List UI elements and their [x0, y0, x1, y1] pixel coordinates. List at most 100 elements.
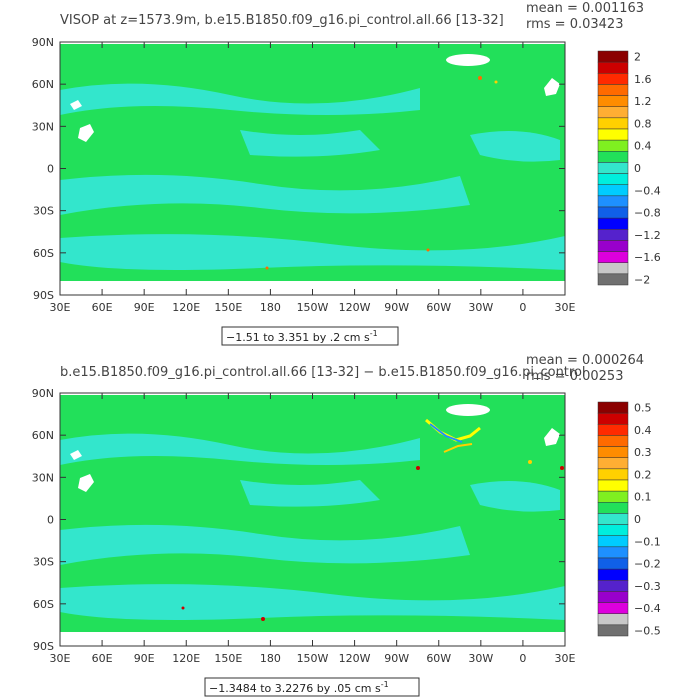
colorbar-label: 0.1 [634, 491, 652, 504]
panel-2-range-text: −1.3484 to 3.2276 by .05 cm s [209, 682, 381, 695]
x-tick-label: 90W [384, 301, 409, 314]
colorbar-swatch [597, 513, 629, 525]
y-tick-label: 0 [47, 514, 54, 527]
colorbar-swatch [597, 624, 629, 637]
colorbar-swatch [597, 61, 629, 74]
panel-2-title: b.e15.B1850.f09_g16.pi_control.all.66 [1… [60, 365, 586, 380]
colorbar-swatch [597, 273, 629, 286]
panel-2-rms: rms = 0.00253 [526, 369, 623, 384]
x-tick-label: 60E [92, 652, 113, 665]
x-tick-label: 120W [339, 301, 371, 314]
colorbar-swatch [597, 479, 629, 492]
y-tick-label: 60N [32, 78, 54, 91]
y-tick-label: 60N [32, 429, 54, 442]
colorbar-swatch [597, 468, 629, 481]
x-tick-label: 30E [555, 652, 576, 665]
y-tick-label: 60S [33, 598, 54, 611]
colorbar-label: 0.2 [634, 468, 652, 481]
colorbar-swatch [597, 84, 629, 96]
colorbar-swatch [597, 106, 629, 119]
panel-2-range-box: −1.3484 to 3.2276 by .05 cm s-1 [204, 677, 420, 697]
x-tick-label: 30W [468, 652, 493, 665]
y-tick-label: 90S [33, 289, 54, 302]
x-tick-label: 0 [519, 652, 526, 665]
colorbar-swatch [597, 139, 629, 152]
panel-1-map [59, 41, 566, 296]
y-tick-label: 90S [33, 640, 54, 653]
colorbar-swatch [597, 568, 629, 581]
y-tick-label: 90N [32, 36, 54, 49]
x-tick-label: 180 [260, 652, 281, 665]
colorbar-label: −0.5 [634, 624, 661, 637]
panel-2-range-sup: -1 [381, 680, 389, 689]
colorbar-swatch [597, 591, 629, 603]
colorbar-label: 1.2 [634, 95, 652, 108]
colorbar-label: 0 [634, 513, 641, 526]
colorbar-label: 0.4 [634, 140, 652, 153]
colorbar-swatch [597, 557, 629, 570]
x-tick-label: 90E [134, 301, 155, 314]
panel-1-title: VISOP at z=1573.9m, b.e15.B1850.f09_g16.… [60, 13, 504, 28]
colorbar-swatch [597, 251, 629, 263]
panel-1-range-text: −1.51 to 3.351 by .2 cm s [226, 331, 370, 344]
colorbar-swatch [597, 240, 629, 252]
colorbar-swatch [597, 490, 629, 503]
colorbar-swatch [597, 195, 629, 208]
colorbar-swatch [597, 151, 629, 163]
colorbar-swatch [597, 262, 629, 275]
colorbar-swatch [597, 535, 629, 548]
colorbar-swatch [597, 73, 629, 85]
colorbar-swatch [597, 95, 629, 107]
colorbar-swatch [597, 50, 629, 63]
x-tick-label: 120E [172, 301, 200, 314]
panel-1-range-box: −1.51 to 3.351 by .2 cm s-1 [221, 326, 399, 346]
x-tick-label: 0 [519, 301, 526, 314]
colorbar-label: 2 [634, 51, 641, 64]
panel-2-colorbar: 0.5 0.4 0.3 0.2 0.1 0 −0.1 −0.2 −0.3 −0.4 −0.5 [597, 402, 661, 637]
colorbar-swatch [597, 580, 629, 592]
colorbar-label: −0.8 [634, 207, 661, 220]
colorbar-swatch [597, 424, 629, 436]
panel-2-map [59, 392, 566, 647]
x-tick-label: 60W [426, 301, 451, 314]
panel-2: b.e15.B1850.f09_g16.pi_control.all.66 [1… [32, 353, 661, 697]
colorbar-swatch [597, 613, 629, 626]
y-tick-label: 30N [32, 120, 54, 133]
y-tick-label: 30S [33, 205, 54, 218]
x-tick-label: 150W [297, 301, 329, 314]
x-tick-label: 120E [172, 652, 200, 665]
y-tick-label: 30N [32, 471, 54, 484]
colorbar-swatch [597, 217, 629, 230]
colorbar-label: 0 [634, 162, 641, 175]
panel-2-y-ticks: 90N 60N 30N 0 30S 60S 90S [32, 387, 565, 653]
colorbar-swatch [597, 435, 629, 447]
colorbar-swatch [597, 206, 629, 219]
panel-2-mean: mean = 0.000264 [526, 353, 644, 368]
panel-1-x-ticks: 30E 60E 90E 120E 150E 180 150W 120W 90W 60W 30W 0 30… [50, 42, 576, 314]
x-tick-label: 60W [426, 652, 451, 665]
y-tick-label: 0 [47, 163, 54, 176]
svg-text:−1.51 to 3.351 by .2 cm s-1: −1.51 to 3.351 by .2 cm s-1 [226, 329, 378, 344]
x-tick-label: 30E [50, 652, 71, 665]
colorbar-swatch [597, 457, 629, 470]
x-tick-label: 30E [555, 301, 576, 314]
colorbar-swatch [597, 412, 629, 425]
colorbar-label: 0.3 [634, 446, 652, 459]
panel-1-range-sup: -1 [370, 329, 378, 338]
panel-1: VISOP at z=1573.9m, b.e15.B1850.f09_g16.… [32, 1, 661, 346]
colorbar-swatch [597, 229, 629, 241]
colorbar-label: −2 [634, 273, 650, 286]
x-tick-label: 180 [260, 301, 281, 314]
colorbar-swatch [597, 446, 629, 458]
colorbar-label: −1.6 [634, 251, 661, 264]
colorbar-label: −0.1 [634, 535, 661, 548]
colorbar-swatch [597, 162, 629, 174]
colorbar-swatch [597, 173, 629, 185]
colorbar-label: 0.8 [634, 117, 652, 130]
x-tick-label: 150E [214, 301, 242, 314]
colorbar-swatch [597, 128, 629, 141]
x-tick-label: 150E [214, 652, 242, 665]
colorbar-label: −1.2 [634, 229, 661, 242]
colorbar-swatch [597, 502, 629, 514]
colorbar-label: 0.4 [634, 424, 652, 437]
